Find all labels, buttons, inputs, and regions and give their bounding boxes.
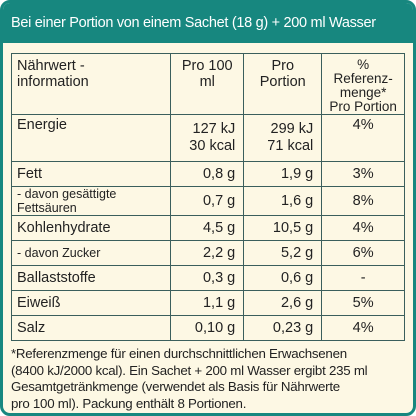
nutrient-value: 1,1 g [170,290,245,316]
nutrient-value: 3% [321,161,405,187]
table-row: Kohlenhydrate 4,5 g 10,5 g 4% [10,215,405,241]
footnote-line: (8400 kJ/2000 kcal). Ein Sachet + 200 ml… [11,362,368,378]
nutrient-name: Fett [10,161,172,187]
column-header: Nährwert - information [10,53,172,115]
nutrient-value: 0,10 g [170,315,245,341]
nutrient-value: 4% [321,315,405,341]
table-row: Ballaststoffe 0,3 g 0,6 g- [10,265,405,291]
table-row: Salz 0,10 g 0,23 g 4% [10,315,405,341]
header-line: Pro 100 ml [181,58,233,90]
header-line: Pro Portion [329,99,397,114]
header-line: information [17,74,89,90]
nutrient-name: - davon Zucker [10,240,172,266]
nutrient-value: 4% [321,215,405,241]
footnote: *Referenzmenge für einen durchschnittlic… [11,346,368,412]
nutrient-value: 0,6 g [243,265,323,291]
nutrient-value: - [321,265,405,291]
header-line: Nährwert - [17,58,85,74]
nutrient-value: 2,6 g [243,290,323,316]
nutrient-value: 5% [321,290,405,316]
nutrient-name: Energie [10,114,172,162]
footnote-line: *Referenzmenge für einen durchschnittlic… [11,346,347,361]
column-header: Pro 100 ml [170,53,245,115]
table-row: - davon Zucker 2,2 g 5,2 g 6% [10,240,405,266]
nutrient-name: Kohlenhydrate [10,215,172,241]
nutrient-value: 6% [321,240,405,266]
table-row: Energie 127 kJ 30 kcal 299 kJ 71 kcal 4% [10,114,405,162]
nutrient-value: 5,2 g [243,240,323,266]
nutrient-value: 4,5 g [170,215,245,241]
nutrient-name: - davon gesättigte Fettsäuren [10,186,172,216]
value-line: 71 kcal [267,138,314,154]
nutrient-name: Ballaststoffe [10,265,172,291]
nutrient-value: 10,5 g [243,215,323,241]
value-line: 299 kJ [270,121,314,137]
nutrient-value: 0,23 g [243,315,323,341]
nutrient-value: 0,8 g [170,161,245,187]
header-line: Pro Portion [259,58,306,90]
nutrient-value: 127 kJ 30 kcal [170,114,245,162]
column-header: Pro Portion [243,53,323,115]
value-line: 30 kcal [189,138,236,154]
header-band: Bei einer Portion von einem Sachet (18 g… [3,3,413,43]
nutrient-value: 0,3 g [170,265,245,291]
nutrient-value: 4% [321,114,405,162]
header-row: Nährwert - information Pro 100 ml Pro Porti… [10,53,405,115]
footnote-line: pro 100 ml). Packung enthält 8 Portionen… [11,395,247,411]
footnote-line: Gesamtgetränkmenge (verwendet als Basis … [11,379,340,394]
header-line: menge* [339,85,387,100]
nutrient-value: 8% [321,186,405,216]
column-header: % Referenz-menge* Pro Portion [321,53,405,115]
header-title: Bei einer Portion von einem Sachet (18 g… [11,15,376,31]
value-line: 127 kJ [192,121,236,137]
nutrient-value: 1,9 g [243,161,323,187]
nutrient-value: 1,6 g [243,186,323,216]
nutrient-value: 299 kJ 71 kcal [243,114,323,162]
nutrient-name: Eiweiß [10,290,172,316]
nutrient-value: 2,2 g [170,240,245,266]
header-line: % Referenz- [333,57,393,86]
table-row: Fett 0,8 g 1,9 g 3% [10,161,405,187]
nutrition-table: Nährwert - information Pro 100 ml Pro Porti… [10,53,405,341]
table-row: Eiweiß 1,1 g 2,6 g 5% [10,290,405,316]
nutrient-name: Salz [10,315,172,341]
nutrient-value: 0,7 g [170,186,245,216]
